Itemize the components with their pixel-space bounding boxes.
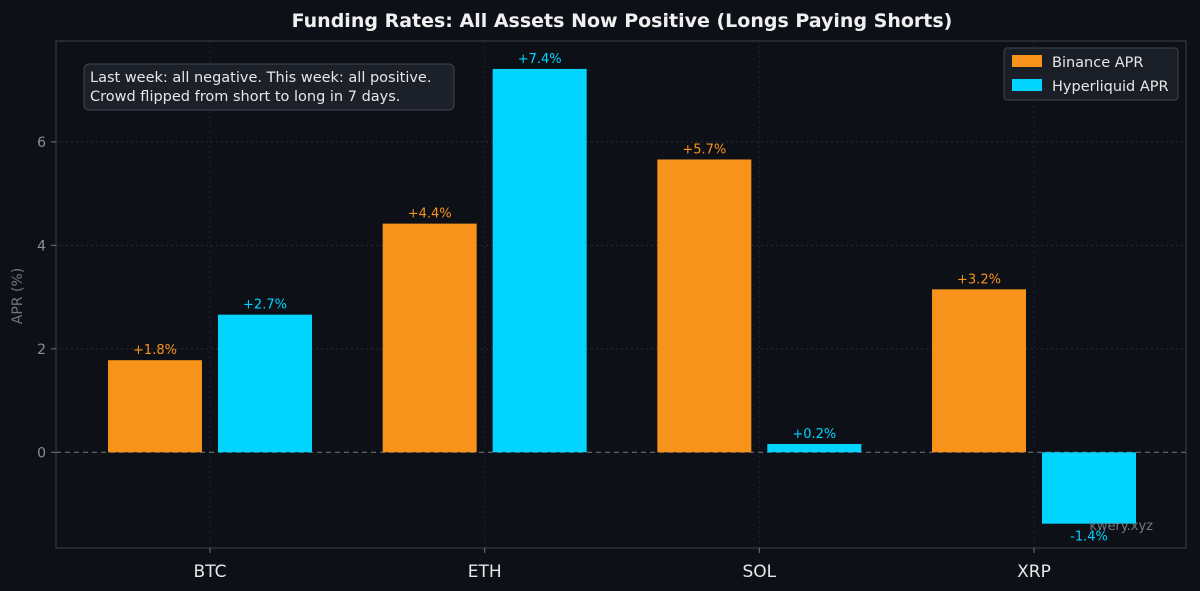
x-tick-label: XRP (1017, 562, 1051, 582)
legend-label-hyperliquid: Hyperliquid APR (1052, 79, 1169, 95)
legend-swatch-binance (1012, 55, 1042, 67)
value-label-hyperliquid-apr-eth: +7.4% (518, 52, 562, 67)
y-axis-label: APR (%) (10, 268, 26, 324)
watermark: kwery.xyz (1089, 519, 1153, 534)
value-label-hyperliquid-apr-btc: +2.7% (243, 298, 287, 313)
x-tick-label: SOL (743, 562, 777, 582)
value-label-hyperliquid-apr-xrp: -1.4% (1070, 530, 1108, 545)
value-label-binance-apr-btc: +1.8% (133, 343, 177, 358)
bar-hyperliquid-apr-eth (492, 68, 587, 453)
bar-hyperliquid-apr-btc (218, 314, 312, 453)
x-tick-label: BTC (194, 562, 227, 582)
chart-title: Funding Rates: All Assets Now Positive (… (292, 10, 953, 32)
legend: Binance APR Hyperliquid APR (1003, 47, 1179, 101)
legend-swatch-hyperliquid (1012, 79, 1042, 91)
bar-binance-apr-xrp (932, 289, 1026, 453)
value-label-binance-apr-eth: +4.4% (408, 207, 452, 222)
value-label-binance-apr-sol: +5.7% (682, 142, 726, 157)
annotation-line-1: Last week: all negative. This week: all … (90, 70, 431, 86)
value-label-binance-apr-xrp: +3.2% (957, 272, 1001, 287)
y-tick-label: 0 (37, 445, 46, 461)
bar-binance-apr-btc (108, 360, 202, 453)
bar-hyperliquid-apr-sol (767, 444, 862, 453)
y-tick-label: 2 (37, 342, 46, 358)
value-label-hyperliquid-apr-sol: +0.2% (792, 427, 836, 442)
legend-label-binance: Binance APR (1052, 55, 1143, 71)
annotation-box: Last week: all negative. This week: all … (83, 63, 455, 111)
bar-hyperliquid-apr-xrp (1042, 452, 1136, 524)
annotation-line-2: Crowd flipped from short to long in 7 da… (90, 89, 400, 105)
y-tick-label: 4 (37, 238, 46, 254)
bar-binance-apr-eth (382, 223, 477, 453)
y-tick-label: 6 (37, 135, 46, 151)
bar-binance-apr-sol (657, 159, 752, 453)
x-tick-label: ETH (468, 562, 502, 582)
